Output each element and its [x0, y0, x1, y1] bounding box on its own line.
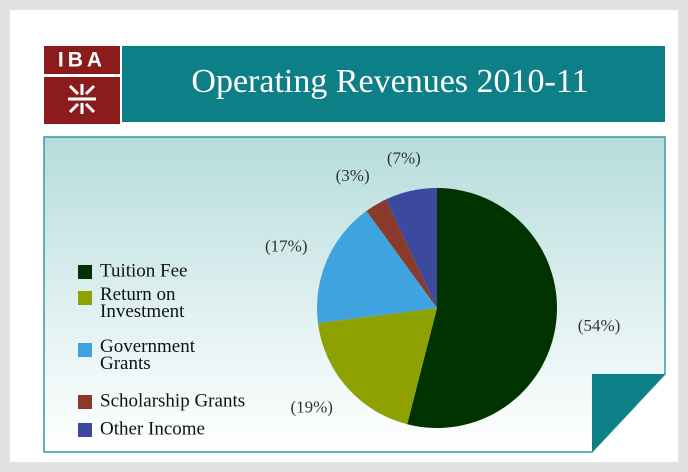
- legend-label: Tuition Fee: [100, 260, 187, 281]
- legend-swatch: [78, 395, 92, 409]
- legend-label: Return on Investment: [100, 284, 185, 322]
- chart-title: Operating Revenues 2010-11: [191, 63, 588, 100]
- legend-label: Government Grants: [100, 336, 200, 374]
- data-label: (19%): [290, 397, 332, 416]
- legend-swatch: [78, 343, 92, 357]
- legend-swatch: [78, 423, 92, 437]
- legend-label: Other Income: [100, 418, 205, 439]
- logo-emblem: [68, 84, 96, 114]
- data-label: (54%): [578, 316, 620, 335]
- pie-slice: [317, 308, 437, 425]
- data-label: (7%): [387, 149, 421, 168]
- logo: IBA: [44, 46, 120, 124]
- logo-text: IBA: [58, 49, 106, 72]
- data-label: (17%): [265, 237, 307, 256]
- title-bar: [122, 46, 665, 122]
- data-label: (3%): [336, 166, 370, 185]
- pie-chart: (54%) (19%) (17%) (3%) (7%) Tuition Fee Return…: [78, 149, 620, 439]
- pie-slice: [385, 188, 437, 308]
- logo-divider: [44, 74, 120, 77]
- legend-swatch: [78, 291, 92, 305]
- legend-label: Scholarship Grants: [100, 390, 245, 411]
- legend-swatch: [78, 265, 92, 279]
- folded-corner: [592, 374, 665, 452]
- pie-slice: [317, 210, 437, 324]
- pie-slice: [366, 199, 437, 308]
- pie-slice: [407, 188, 557, 428]
